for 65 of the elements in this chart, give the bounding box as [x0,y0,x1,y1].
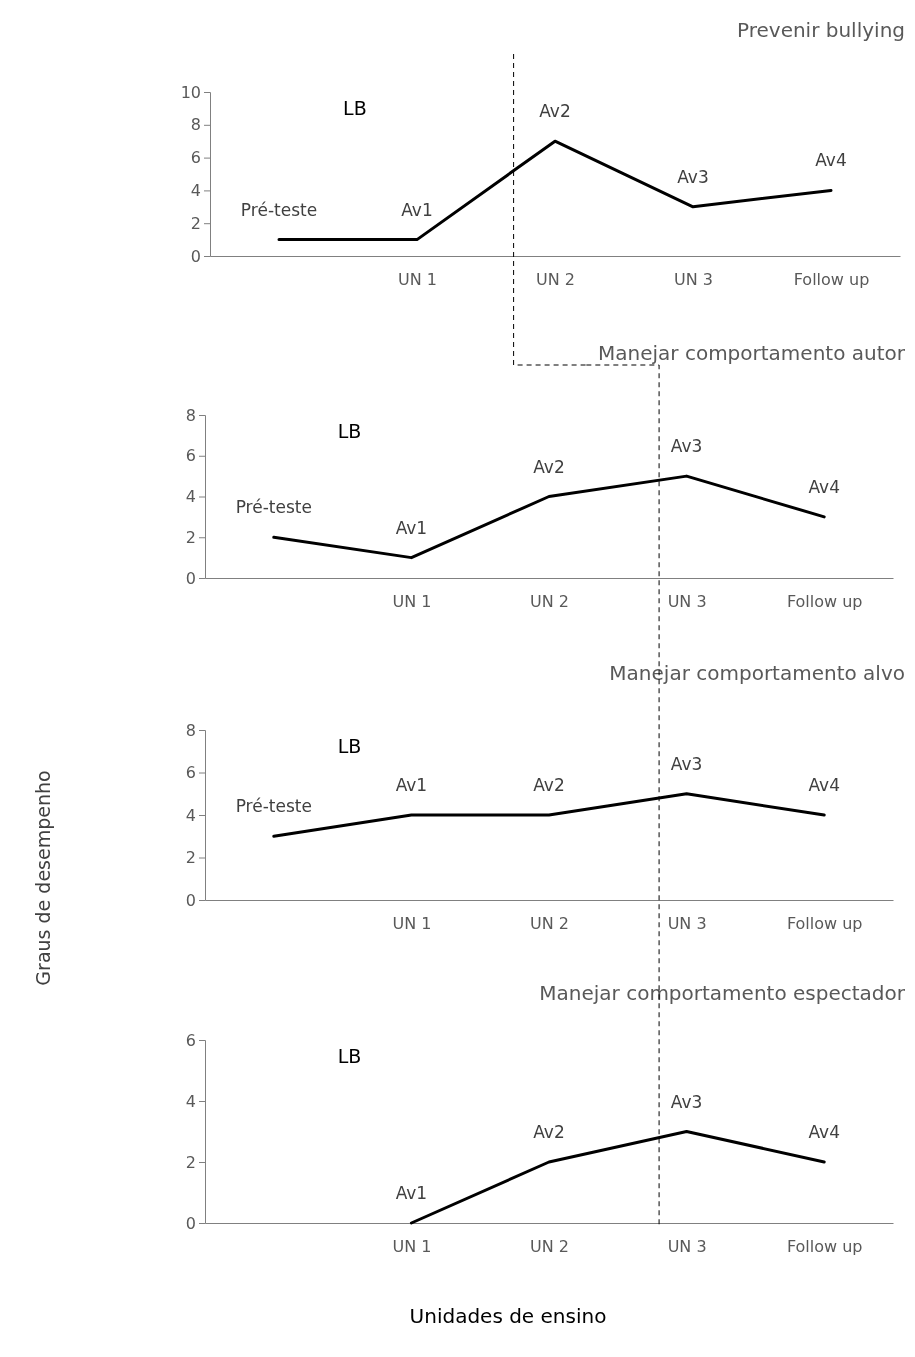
data-label: Av2 [533,775,565,795]
data-label: Pré-teste [235,796,312,817]
y-tick-label: 2 [185,527,196,547]
chart-title: Prevenir bullying [737,18,905,42]
data-label: Av2 [533,456,565,477]
y-tick-label: 4 [190,181,201,201]
data-label: Av4 [815,150,847,171]
x-tick-label: UN 1 [392,591,432,611]
x-tick-label: Follow up [786,913,863,933]
x-tick-label: UN 1 [392,913,432,933]
y-tick-label: 8 [185,720,196,740]
y-tick-label: 10 [180,82,201,102]
data-label: Av1 [395,1183,428,1203]
chart-title: Manejar comportamento autor [598,341,906,365]
y-tick-label: 0 [190,246,201,266]
x-tick-label: Follow up [786,1236,863,1256]
data-label: Av1 [401,199,433,220]
y-tick-label: 2 [190,213,201,233]
y-tick-label: 4 [185,805,196,825]
x-axis-title: Unidades de ensino [409,1304,607,1328]
x-tick-label: UN 2 [536,269,575,289]
chart-title: Manejar comportamento espectador [539,981,906,1005]
data-label: Av3 [670,1091,703,1112]
data-label: Av2 [533,1122,565,1142]
chart-title: Manejar comportamento alvo [609,661,905,685]
y-tick-label: 6 [190,148,201,168]
y-tick-label: 8 [190,115,201,135]
annotation: LB [337,735,362,757]
x-tick-label: UN 2 [530,913,569,933]
y-tick-label: 8 [185,405,196,425]
x-tick-label: UN 2 [530,1236,569,1256]
x-tick-label: UN 3 [667,591,707,611]
y-tick-label: 0 [185,890,196,910]
y-tick-label: 0 [185,1213,196,1233]
data-label: Av2 [539,101,571,122]
x-tick-label: Follow up [786,591,863,611]
x-tick-label: UN 3 [667,1236,707,1256]
data-label: Av3 [670,753,703,774]
annotation: LB [343,97,367,119]
y-tick-label: 4 [185,487,196,507]
data-label: Av4 [808,775,840,795]
y-tick-label: 4 [185,1091,196,1111]
x-tick-label: UN 2 [530,591,569,611]
data-label: Av3 [670,436,703,457]
y-tick-label: 6 [185,446,196,466]
x-tick-label: Follow up [793,269,870,289]
data-label: Av3 [677,166,709,187]
y-tick-label: 2 [185,1152,196,1172]
x-tick-label: UN 3 [667,913,707,933]
y-tick-label: 6 [185,1030,196,1050]
data-label: Pré-teste [240,199,318,220]
annotation: LB [337,1045,362,1067]
y-tick-label: 0 [185,568,196,588]
x-tick-label: UN 1 [398,269,437,289]
data-label: Pré-teste [235,497,312,518]
x-tick-label: UN 1 [392,1236,432,1256]
y-tick-label: 6 [185,763,196,783]
y-tick-label: 2 [185,848,196,868]
data-label: Av1 [395,517,428,538]
x-tick-label: UN 3 [674,269,713,289]
y-axis-title: Graus de desempenho [32,770,54,986]
data-label: Av1 [395,775,428,795]
annotation: LB [337,420,362,442]
data-label: Av4 [808,476,840,497]
data-label: Av4 [808,1122,840,1142]
